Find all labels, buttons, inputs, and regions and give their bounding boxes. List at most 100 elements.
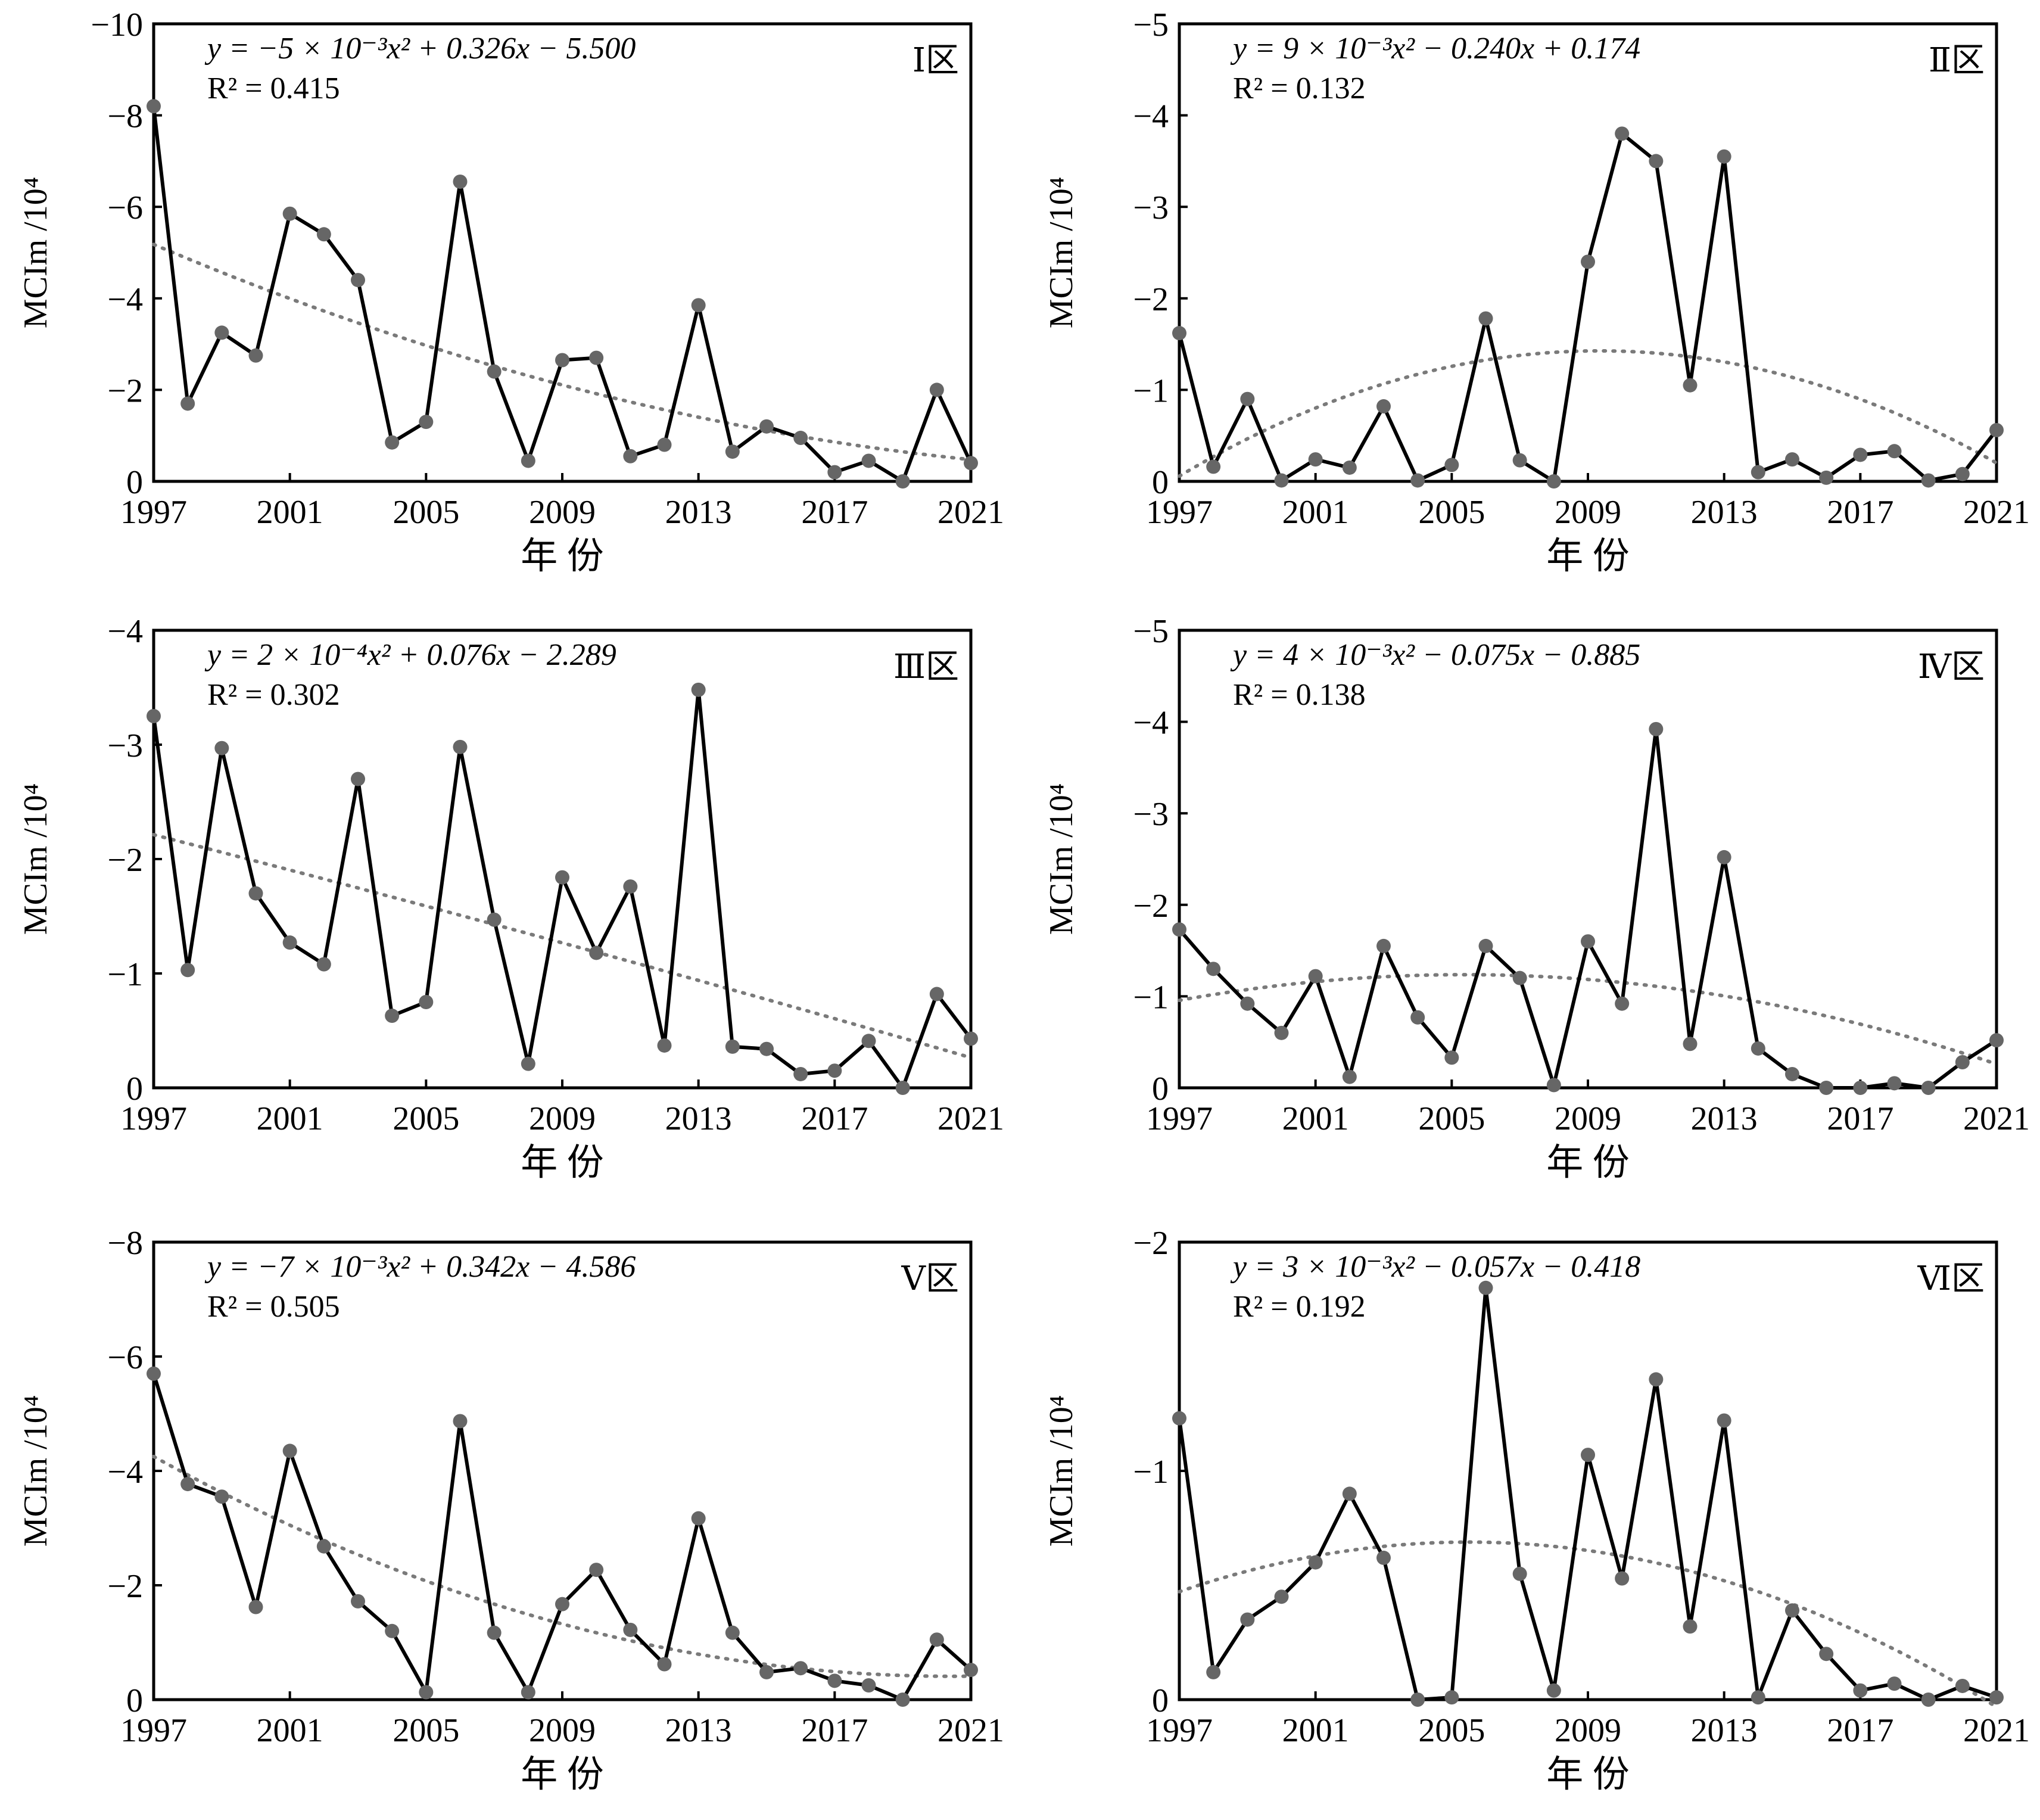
y-tick-label: −6 — [107, 1339, 143, 1376]
data-point — [282, 935, 297, 950]
data-point — [1887, 1676, 1902, 1691]
data-point — [1649, 1372, 1664, 1387]
x-axis-title: 年 份 — [521, 536, 604, 577]
y-tick-label: −4 — [107, 281, 143, 318]
y-axis-title: MCIm /10⁴ — [17, 783, 54, 935]
data-point — [929, 1632, 944, 1647]
data-point — [964, 1663, 978, 1678]
x-tick-label: 2005 — [393, 1712, 459, 1749]
x-tick-label: 2021 — [938, 494, 1004, 531]
data-point — [793, 431, 808, 446]
data-point — [827, 465, 842, 480]
data-point — [691, 682, 706, 697]
data-point — [1274, 1589, 1289, 1604]
data-point — [1581, 934, 1595, 949]
data-point — [1581, 254, 1595, 269]
data-point — [861, 1034, 876, 1049]
x-tick-label: 2009 — [529, 1712, 596, 1749]
data-point — [1853, 447, 1868, 462]
y-tick-label: −6 — [107, 189, 143, 226]
data-point — [385, 435, 400, 450]
data-point — [487, 1625, 502, 1640]
data-point — [1683, 378, 1698, 393]
y-tick-label: −1 — [1133, 372, 1169, 409]
data-point — [555, 353, 569, 368]
x-tick-label: 1997 — [120, 494, 187, 531]
x-tick-label: 2013 — [1691, 1100, 1758, 1137]
y-tick-label: −8 — [107, 1225, 143, 1262]
data-point — [1751, 465, 1765, 480]
chart-panel-2: 0 −1 −2 −3 −4 −5 1997 2001 2005 2009 2013 2017 2021 年… — [1043, 7, 2030, 577]
x-tick-label: 2005 — [1418, 1100, 1485, 1137]
data-point — [657, 1657, 672, 1672]
y-tick-label: −2 — [107, 842, 143, 879]
data-point — [1274, 1025, 1289, 1040]
y-tick-label: 0 — [1152, 1071, 1169, 1107]
data-point — [316, 957, 331, 972]
y-tick-label: −1 — [107, 956, 143, 993]
data-point — [725, 444, 740, 459]
data-point — [1240, 391, 1255, 406]
data-point — [555, 1597, 569, 1611]
data-point — [1478, 1280, 1493, 1295]
data-point — [214, 325, 229, 340]
data-point — [521, 1685, 535, 1700]
data-point — [1546, 474, 1561, 489]
data-point — [316, 227, 331, 242]
data-point — [1206, 459, 1221, 474]
data-point — [1546, 1078, 1561, 1093]
data-point — [1308, 969, 1323, 984]
x-tick-label: 1997 — [120, 1100, 187, 1137]
y-tick-label: −4 — [1133, 98, 1169, 135]
data-point — [929, 382, 944, 397]
y-axis-title: MCIm /10⁴ — [1043, 1395, 1080, 1547]
y-tick-label: 0 — [126, 1071, 143, 1107]
data-point — [827, 1063, 842, 1078]
data-point — [929, 987, 944, 1001]
data-point — [759, 1041, 774, 1056]
data-point — [623, 1622, 638, 1637]
data-point — [1410, 1010, 1425, 1025]
data-point — [1683, 1619, 1698, 1634]
data-point — [1376, 938, 1391, 953]
data-point — [1887, 1076, 1902, 1091]
data-point — [214, 1489, 229, 1504]
y-tick-label: −2 — [1133, 888, 1169, 925]
trend-equation: y = −5 × 10⁻³x² + 0.326x − 5.500 — [204, 32, 636, 66]
data-point — [1785, 1066, 1799, 1081]
x-axis-title: 年 份 — [1546, 536, 1630, 577]
data-point — [1819, 1081, 1834, 1095]
data-point — [351, 273, 365, 288]
data-point — [1410, 473, 1425, 488]
y-tick-label: −5 — [1133, 7, 1169, 43]
data-point — [1649, 721, 1664, 736]
region-label: Ⅴ区 — [901, 1261, 959, 1298]
data-point — [282, 206, 297, 221]
y-tick-label: −3 — [1133, 796, 1169, 833]
x-tick-label: 2021 — [1963, 1100, 2030, 1137]
x-tick-label: 2001 — [257, 494, 323, 531]
y-tick-label: −2 — [1133, 281, 1169, 318]
data-point — [248, 348, 263, 363]
r-squared: R² = 0.132 — [1233, 71, 1366, 105]
data-point — [180, 1477, 195, 1492]
x-axis-title: 年 份 — [521, 1143, 604, 1183]
data-point — [316, 1539, 331, 1554]
trend-equation: y = 4 × 10⁻³x² − 0.075x − 0.885 — [1230, 638, 1640, 672]
x-tick-label: 2017 — [801, 494, 868, 531]
x-tick-label: 2013 — [1691, 494, 1758, 531]
trend-line — [1178, 973, 1998, 1066]
data-point — [589, 945, 604, 960]
series-line — [152, 1373, 972, 1702]
y-tick-label: −4 — [107, 1454, 143, 1491]
x-tick-label: 2021 — [938, 1100, 1004, 1137]
data-point — [1989, 1690, 2004, 1705]
x-tick-label: 1997 — [120, 1712, 187, 1749]
data-point — [895, 1081, 910, 1095]
region-label: Ⅲ区 — [893, 649, 959, 686]
data-point — [1683, 1037, 1698, 1051]
x-tick-label: 2021 — [1963, 494, 2030, 531]
region-label: Ⅰ区 — [912, 42, 959, 79]
data-point — [1410, 1693, 1425, 1707]
